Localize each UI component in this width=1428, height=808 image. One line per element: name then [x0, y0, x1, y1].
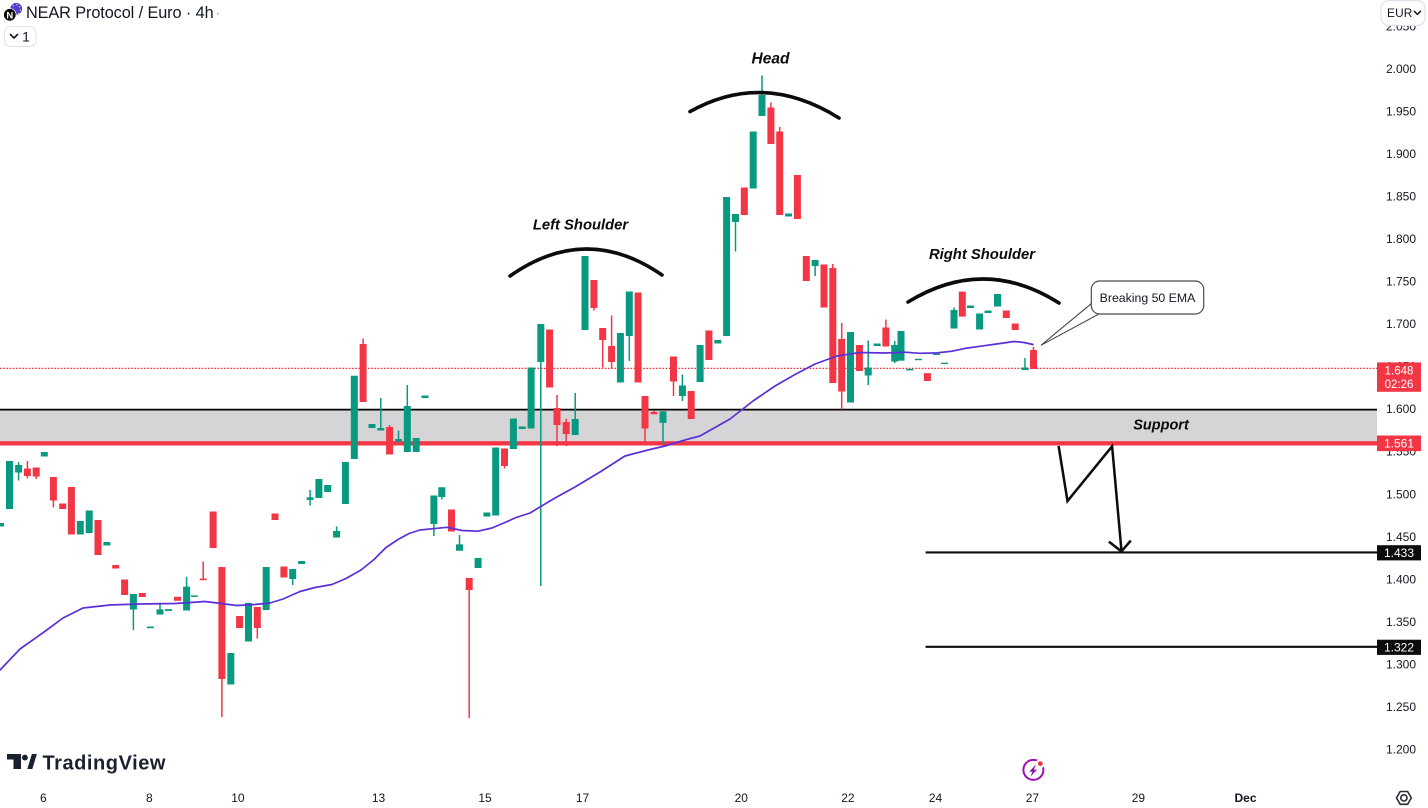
svg-text:1.648: 1.648 [1385, 366, 1414, 378]
svg-text:TradingView: TradingView [43, 753, 167, 775]
svg-text:Head: Head [752, 51, 790, 68]
svg-text:24: 24 [929, 791, 943, 805]
svg-text:1.450: 1.450 [1386, 530, 1416, 544]
svg-text:1.250: 1.250 [1386, 700, 1416, 714]
svg-text:1.750: 1.750 [1386, 275, 1416, 289]
svg-text:29: 29 [1132, 791, 1146, 805]
svg-text:10: 10 [231, 791, 245, 805]
svg-text:Breaking 50 EMA: Breaking 50 EMA [1100, 291, 1196, 305]
svg-text:1.400: 1.400 [1386, 572, 1416, 586]
svg-text:Right Shoulder: Right Shoulder [929, 247, 1036, 263]
svg-text:1.700: 1.700 [1386, 317, 1416, 331]
svg-text:1.800: 1.800 [1386, 232, 1416, 246]
svg-text:20: 20 [735, 791, 749, 805]
svg-text:6: 6 [40, 791, 47, 805]
svg-text:22: 22 [841, 791, 855, 805]
svg-text:13: 13 [372, 791, 386, 805]
svg-text:17: 17 [576, 791, 590, 805]
svg-text:27: 27 [1026, 791, 1040, 805]
svg-text:1.600: 1.600 [1386, 402, 1416, 416]
svg-text:1.900: 1.900 [1386, 147, 1416, 161]
svg-text:EUR: EUR [1387, 6, 1413, 20]
svg-text:15: 15 [478, 791, 492, 805]
svg-text:02:26: 02:26 [1385, 379, 1414, 391]
svg-text:2.000: 2.000 [1386, 62, 1416, 76]
svg-text:1.433: 1.433 [1384, 546, 1414, 560]
svg-text:Support: Support [1133, 418, 1190, 434]
svg-text:N: N [6, 11, 13, 22]
svg-text:1: 1 [22, 29, 30, 45]
svg-text:NEAR Protocol / Euro · 4h: NEAR Protocol / Euro · 4h [26, 4, 214, 22]
svg-text:·: · [215, 4, 220, 22]
svg-text:1.200: 1.200 [1386, 743, 1416, 757]
svg-text:1.350: 1.350 [1386, 615, 1416, 629]
svg-text:1.850: 1.850 [1386, 189, 1416, 203]
svg-text:1.322: 1.322 [1384, 641, 1414, 655]
svg-text:Left Shoulder: Left Shoulder [533, 218, 630, 234]
svg-text:1.561: 1.561 [1384, 437, 1414, 451]
svg-text:1.300: 1.300 [1386, 658, 1416, 672]
svg-text:1.500: 1.500 [1386, 487, 1416, 501]
svg-text:8: 8 [146, 791, 153, 805]
svg-text:1.950: 1.950 [1386, 104, 1416, 118]
svg-text:Dec: Dec [1234, 791, 1256, 805]
